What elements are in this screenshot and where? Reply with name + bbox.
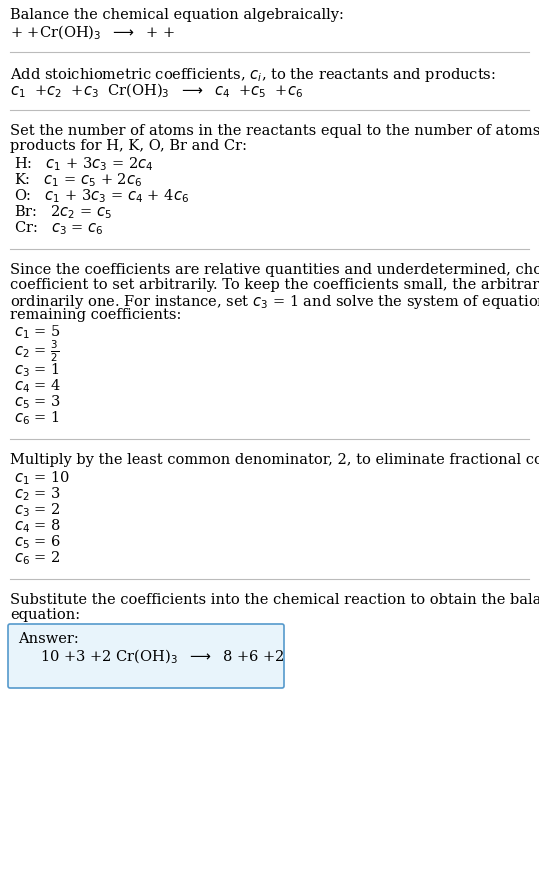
Text: equation:: equation: [10,608,80,622]
Text: $c_2$ = 3: $c_2$ = 3 [14,485,61,502]
Text: remaining coefficients:: remaining coefficients: [10,308,182,322]
Text: Add stoichiometric coefficients, $c_i$, to the reactants and products:: Add stoichiometric coefficients, $c_i$, … [10,66,496,84]
Text: $c_1$ = 10: $c_1$ = 10 [14,469,70,487]
Text: 10 +3 +2 Cr(OH)$_3$  $\longrightarrow$  8 +6 +2: 10 +3 +2 Cr(OH)$_3$ $\longrightarrow$ 8 … [40,648,285,666]
Text: K:   $c_1$ = $c_5$ + 2$c_6$: K: $c_1$ = $c_5$ + 2$c_6$ [14,171,142,188]
Text: Since the coefficients are relative quantities and underdetermined, choose a: Since the coefficients are relative quan… [10,263,539,277]
Text: $c_6$ = 2: $c_6$ = 2 [14,549,60,567]
Text: Multiply by the least common denominator, 2, to eliminate fractional coefficient: Multiply by the least common denominator… [10,453,539,467]
Text: $c_3$ = 2: $c_3$ = 2 [14,501,60,519]
Text: Substitute the coefficients into the chemical reaction to obtain the balanced: Substitute the coefficients into the che… [10,593,539,607]
Text: Br:   2$c_2$ = $c_5$: Br: 2$c_2$ = $c_5$ [14,203,112,221]
Text: $c_4$ = 4: $c_4$ = 4 [14,377,61,395]
Text: coefficient to set arbitrarily. To keep the coefficients small, the arbitrary va: coefficient to set arbitrarily. To keep … [10,278,539,292]
Text: Balance the chemical equation algebraically:: Balance the chemical equation algebraica… [10,8,344,22]
Text: Cr:   $c_3$ = $c_6$: Cr: $c_3$ = $c_6$ [14,219,103,236]
Text: Answer:: Answer: [18,632,79,646]
Text: $c_3$ = 1: $c_3$ = 1 [14,361,60,378]
Text: $c_4$ = 8: $c_4$ = 8 [14,517,61,535]
Text: O:   $c_1$ + 3$c_3$ = $c_4$ + 4$c_6$: O: $c_1$ + 3$c_3$ = $c_4$ + 4$c_6$ [14,187,189,205]
Text: H:   $c_1$ + 3$c_3$ = 2$c_4$: H: $c_1$ + 3$c_3$ = 2$c_4$ [14,155,153,173]
Text: Set the number of atoms in the reactants equal to the number of atoms in the: Set the number of atoms in the reactants… [10,124,539,138]
Text: $c_6$ = 1: $c_6$ = 1 [14,409,60,426]
Text: $c_1$ = 5: $c_1$ = 5 [14,323,61,341]
FancyBboxPatch shape [8,624,284,688]
Text: $c_2$ = $\frac{3}{2}$: $c_2$ = $\frac{3}{2}$ [14,339,59,364]
Text: $c_1$  +$c_2$  +$c_3$  Cr(OH)$_3$  $\longrightarrow$  $c_4$  +$c_5$  +$c_6$: $c_1$ +$c_2$ +$c_3$ Cr(OH)$_3$ $\longrig… [10,82,303,100]
Text: $c_5$ = 6: $c_5$ = 6 [14,533,61,551]
Text: + +Cr(OH)$_3$  $\longrightarrow$  + +: + +Cr(OH)$_3$ $\longrightarrow$ + + [10,24,175,43]
Text: ordinarily one. For instance, set $c_3$ = 1 and solve the system of equations fo: ordinarily one. For instance, set $c_3$ … [10,293,539,311]
Text: products for H, K, O, Br and Cr:: products for H, K, O, Br and Cr: [10,139,247,153]
Text: $c_5$ = 3: $c_5$ = 3 [14,393,61,411]
